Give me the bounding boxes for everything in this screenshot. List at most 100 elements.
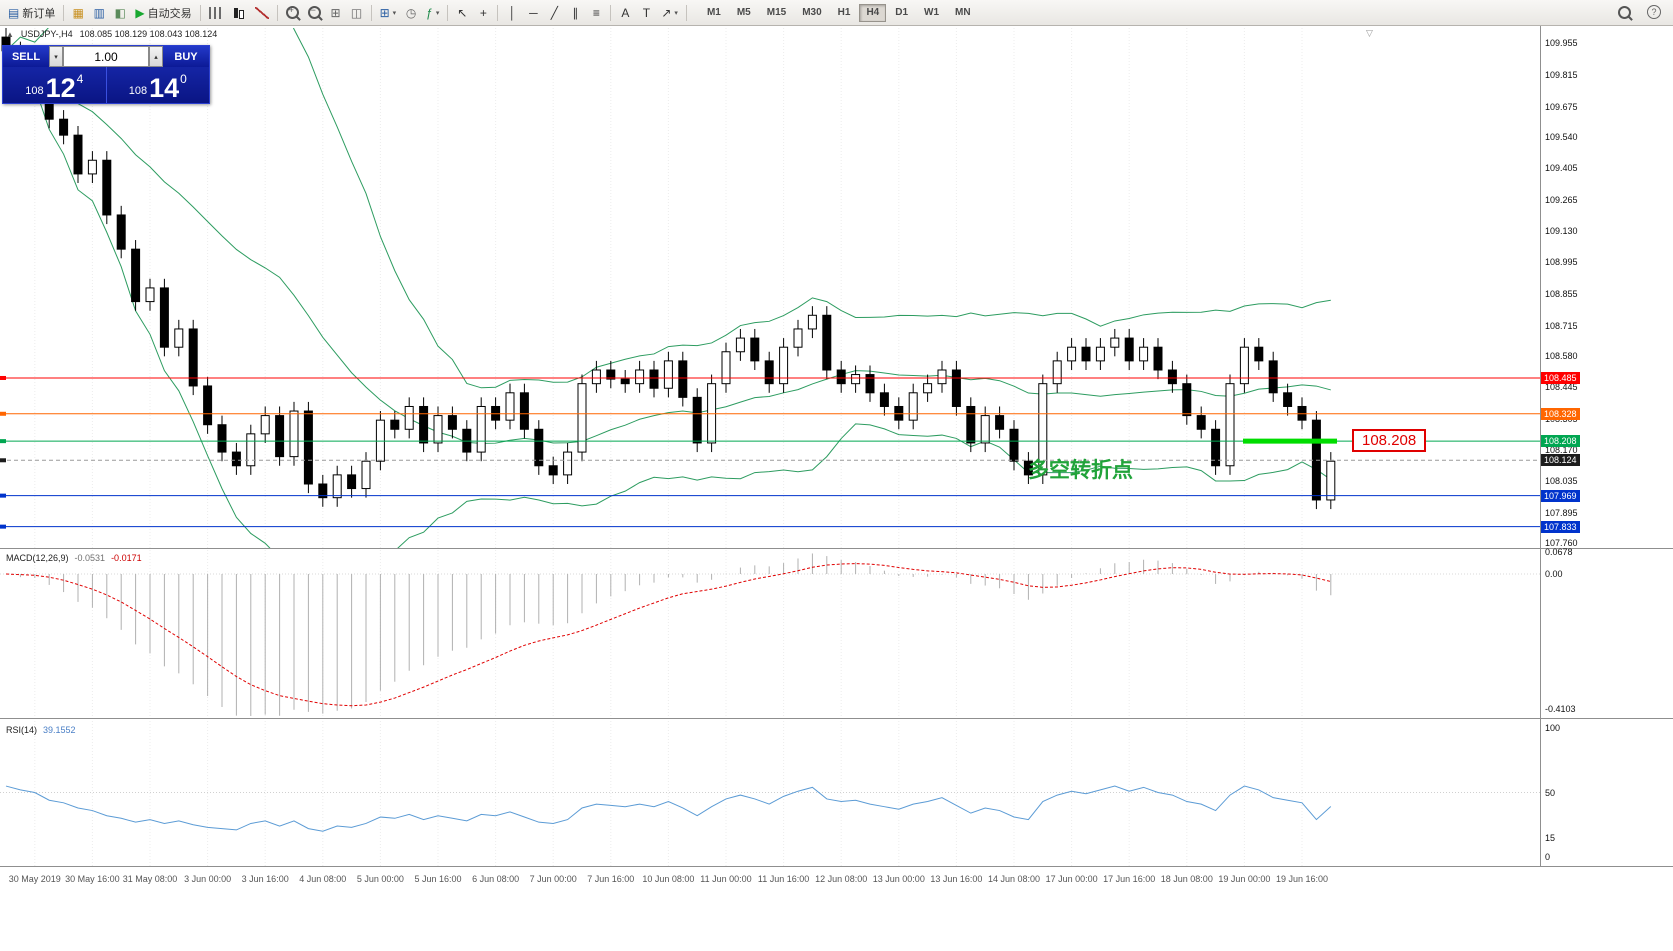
text-icon[interactable]: A [615,3,635,23]
timeframe-m5[interactable]: M5 [730,4,758,22]
time-axis-label: 4 Jun 08:00 [299,874,347,884]
candle-body [1023,460,1033,476]
help-button[interactable]: ? [1643,2,1665,22]
pane-separator[interactable] [0,718,1673,719]
volume-input[interactable] [63,46,149,67]
volume-increase-button[interactable]: ▴ [149,46,163,67]
cursor-icon[interactable]: ↖ [452,3,472,23]
time-axis[interactable]: 30 May 2019 30 May 16:00 31 May 08:00 3 Jun… [0,872,1540,888]
caret-down-icon: ▾ [54,53,58,61]
rsi-title: RSI(14) [6,725,38,735]
rsi-scale-label: 100 [1545,723,1561,733]
candle-body [1268,360,1278,394]
trendline-icon[interactable]: ╱ [544,3,564,23]
grid-icon[interactable]: ⊞ [326,3,346,23]
macd-title: MACD(12,26,9) [6,553,69,563]
timeframe-h1[interactable]: H1 [831,4,858,22]
navigator-icon[interactable]: ◧ [110,3,130,23]
pane-separator[interactable] [0,548,1673,549]
buy-price-main: 14 [149,73,180,104]
timeframe-m15[interactable]: M15 [760,4,793,22]
indicators-icon[interactable]: ƒ ▾ [422,3,443,23]
search-button[interactable] [1614,2,1635,22]
candle-body [822,314,832,371]
candle-body [447,415,457,430]
candle-body [188,328,198,387]
price-scale[interactable]: 109.955 109.815 109.675 109.540 109.405 109.2… [1541,26,1673,892]
sell-price-main: 12 [45,73,76,104]
timeframe-m30[interactable]: M30 [795,4,828,22]
candle-body [318,483,328,499]
candle-body [1225,383,1235,467]
toolbar-separator [685,4,687,21]
price-level-tag[interactable]: 108.208 [1352,429,1427,452]
symbol-line: ▲ USDJPY-,H4 108.085 108.129 108.043 108… [6,29,217,39]
buy-price[interactable]: 108 14 0 [107,67,210,103]
trendline-icon: ╱ [550,5,558,20]
rsi-indicator-label: RSI(14) 39.1552 [6,725,76,735]
candle-body [505,392,515,421]
profiles-icon: ▦ [72,5,85,20]
toolbar-separator [199,4,201,21]
vertical-line-icon[interactable]: │ [502,3,522,23]
chart-canvas[interactable] [0,26,1673,951]
zoom-out-icon[interactable] [304,3,325,23]
candle-chart-icon[interactable] [228,3,250,23]
time-axis-label: 3 Jun 00:00 [184,874,232,884]
volume-decrease-button[interactable]: ▾ [49,46,63,67]
fibonacci-icon[interactable]: ≡ [586,3,606,23]
autotrading-button[interactable]: ▶ 自动交易 [131,3,195,23]
bar-chart-icon[interactable] [205,3,227,23]
trade-panel-toggle-icon[interactable]: ▲ [6,29,14,39]
market-watch-icon[interactable]: ▥ [89,3,109,23]
bollinger-middle-band [5,50,1331,444]
chart-window: ▲ USDJPY-,H4 108.085 108.129 108.043 108… [0,26,1673,951]
text-label-icon[interactable]: T [636,3,656,23]
candle-body [159,287,169,348]
clock-icon[interactable]: ◷ [401,3,421,23]
candle-body [1153,346,1163,371]
price-level-marker: 107.969 [1541,489,1580,502]
chart-shift-marker-icon[interactable]: ▽ [1366,28,1373,38]
candle-body [116,214,126,250]
crosshair-icon[interactable]: + [473,3,493,23]
sell-button[interactable]: SELL [3,46,49,67]
candle-body [577,383,587,453]
time-axis-label: 31 May 08:00 [122,874,178,884]
time-axis-label: 19 Jun 16:00 [1275,874,1329,884]
candle-body [649,369,659,389]
timeframe-d1[interactable]: D1 [888,4,915,22]
channel-icon[interactable]: ∥ [565,3,585,23]
candle-body [1081,346,1091,362]
zoom-in-icon[interactable] [282,3,303,23]
help-icon: ? [1647,5,1661,19]
candle-body [548,465,558,476]
buy-button[interactable]: BUY [163,46,209,67]
timeframe-mn[interactable]: MN [948,4,978,22]
candle-body [735,337,745,353]
candle-body [678,360,688,398]
line-chart-icon[interactable] [251,3,273,23]
buy-price-sup: 0 [180,72,187,86]
rsi-scale-label: 0 [1545,852,1551,862]
text-icon: A [621,5,630,20]
timeframe-h4[interactable]: H4 [859,3,887,22]
timeframe-m1[interactable]: M1 [700,4,728,22]
price-scale-label: 109.540 [1545,132,1578,143]
time-axis-label: 18 Jun 08:00 [1160,874,1213,884]
new-order-button[interactable]: ▤ 新订单 [4,3,59,23]
timeframe-w1[interactable]: W1 [917,4,946,22]
time-axis-label: 17 Jun 00:00 [1045,874,1098,884]
candle-body [1254,346,1264,362]
price-scale-label: 108.035 [1545,475,1578,486]
profiles-icon[interactable]: ▦ [68,3,88,23]
pane-separator[interactable] [0,866,1673,867]
navigator-icon: ◧ [114,5,127,20]
candle-body [1038,383,1048,476]
arrows-icon[interactable]: ↗ ▾ [657,3,682,23]
candle-body [764,360,774,385]
new-chart-icon[interactable]: ⊞ ▾ [376,3,401,23]
tile-windows-icon[interactable]: ◫ [347,3,367,23]
horizontal-line-icon[interactable]: ─ [523,3,543,23]
sell-price[interactable]: 108 12 4 [3,67,107,103]
